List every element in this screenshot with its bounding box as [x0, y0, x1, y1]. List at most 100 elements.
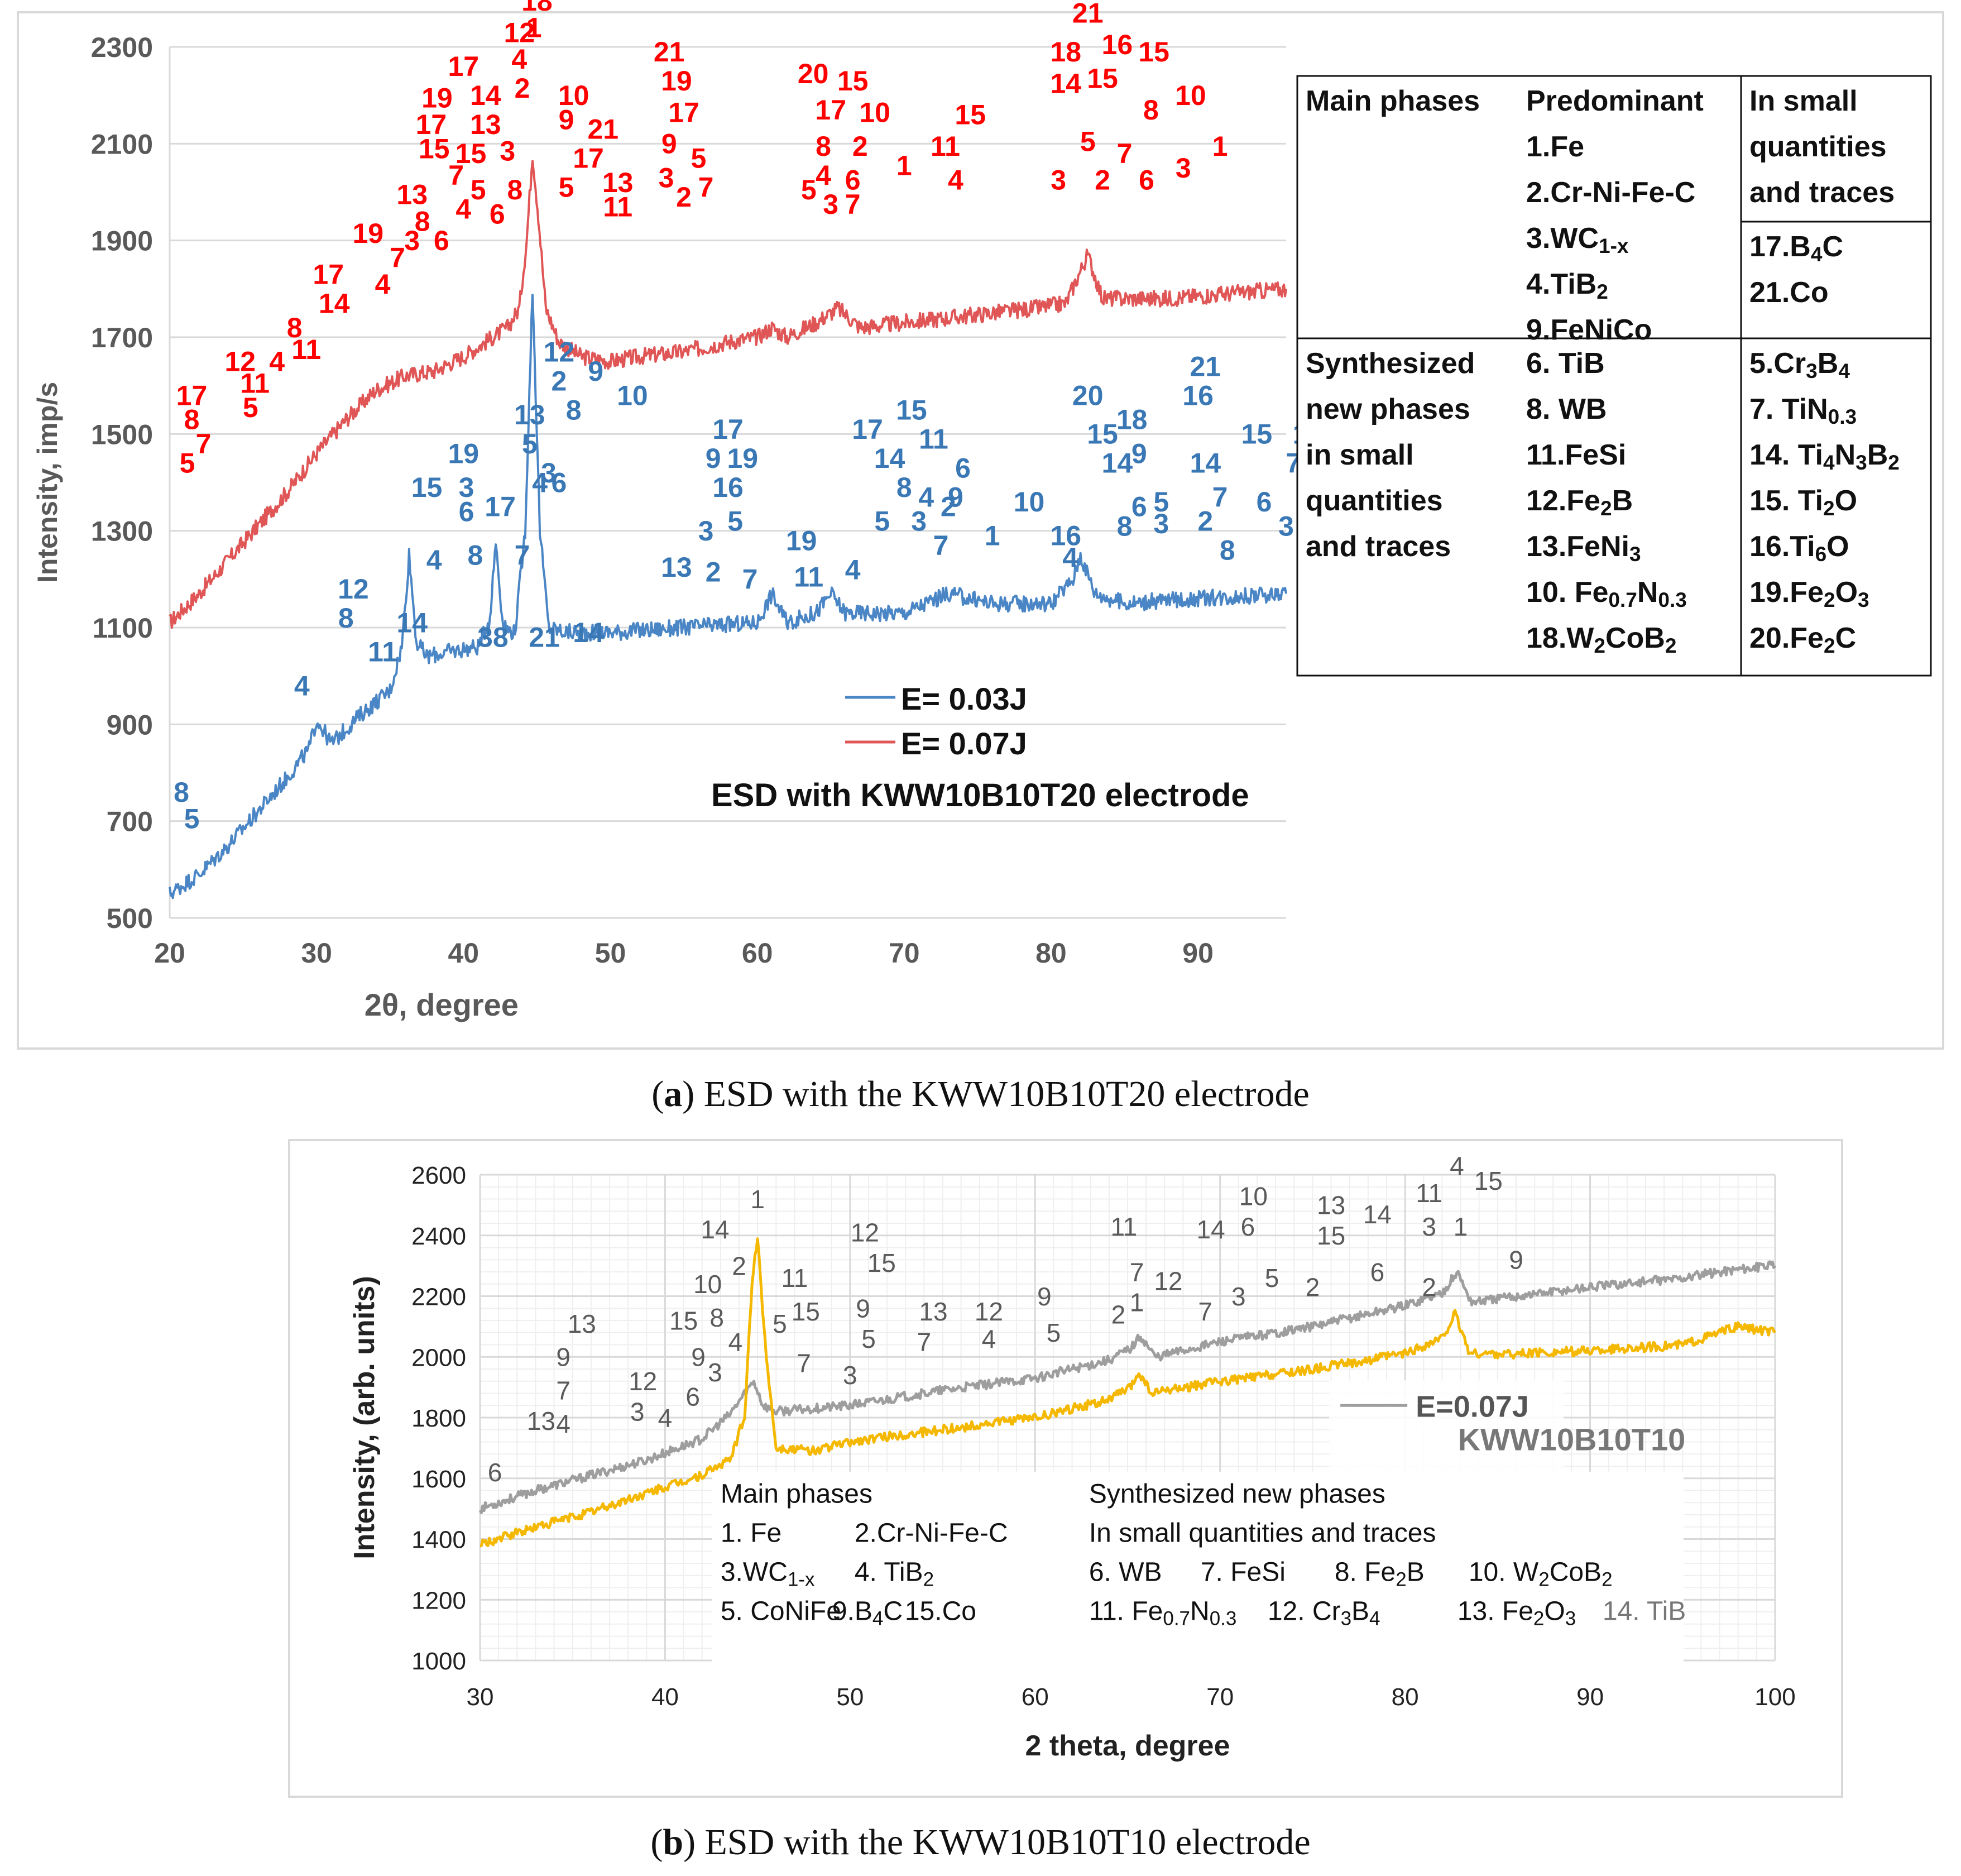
chart-a-peak-label: 5	[727, 506, 743, 537]
caption-a-text: ESD with the KWW10B10T20 electrode	[694, 1074, 1310, 1114]
chart-a-peak-label: 5	[801, 174, 817, 205]
chart-a-ytick-label: 1700	[91, 322, 153, 353]
chart-a-peak-label: 4	[816, 160, 831, 191]
phase-table-cell: 2.Cr-Ni-Fe-C	[1526, 176, 1695, 209]
chart-b-xtick-label: 90	[1576, 1683, 1604, 1711]
chart-b-peak-label: 7	[1130, 1257, 1144, 1286]
chart-a-xtick-label: 60	[742, 937, 773, 969]
chart-b-peak-label: 1	[750, 1185, 765, 1214]
chart-a-peak-label: 5	[691, 143, 706, 174]
chart-a-peak-label: 8	[1143, 94, 1159, 126]
chart-a-peak-label: 10	[859, 97, 890, 128]
chart-a-peak-label: 14	[319, 288, 350, 319]
chart-a-peak-label: 17	[448, 51, 480, 82]
chart-a-peak-label: 18	[521, 0, 553, 17]
chart-a-ytick-label: 700	[107, 806, 153, 838]
chart-b-peak-label: 15	[867, 1248, 896, 1277]
chart-a-peak-label: 7	[448, 160, 464, 191]
chart-b-main-phase-item: 5. CoNiFe	[721, 1596, 841, 1626]
chart-a-peak-label: 15	[456, 138, 487, 169]
chart-a-peak-label: 11	[931, 131, 960, 162]
chart-a-peak-label: 18	[1116, 404, 1148, 436]
chart-a-peak-label: 16	[712, 472, 744, 503]
panel-b-chart: 1000 1200 1400 1600 1800 2000 2200 2400 2600 30 40…	[288, 1139, 1843, 1798]
chart-a-peak-label: 7	[1212, 481, 1228, 513]
chart-a-peak-label: 7	[196, 428, 212, 460]
chart-a-peak-label: 4	[375, 269, 391, 300]
chart-a-peak-label: 20	[1072, 380, 1104, 411]
phase-table-header-small: quantities	[1749, 131, 1887, 163]
chart-a-peak-label: 9	[559, 104, 574, 135]
chart-a-peak-label: 8	[507, 174, 523, 205]
chart-a-ytick-label: 1100	[93, 612, 153, 644]
chart-a-peak-label: 20	[798, 58, 829, 89]
chart-a-peak-label: 11	[291, 334, 321, 365]
chart-b-ytick-label: 1800	[411, 1405, 466, 1432]
chart-b-peak-label: 7	[797, 1348, 811, 1377]
chart-a-peak-label: 3	[459, 472, 474, 503]
chart-a-peak-label: 4	[269, 346, 285, 377]
chart-a-peak-label: 14	[470, 80, 501, 111]
chart-a-peak-label: 5	[874, 506, 890, 537]
phase-table-cell: 3.WC1-x​	[1526, 222, 1629, 257]
chart-a-peak-label: 15	[896, 394, 927, 425]
chart-a-xtick-label: 50	[595, 937, 626, 969]
chart-b-peak-label: 1	[1454, 1212, 1468, 1241]
chart-a-peak-label: 14	[874, 443, 905, 474]
chart-a-peak-label: 5	[559, 172, 574, 203]
chart-a-ytick-label: 1300	[91, 516, 153, 547]
chart-b-peak-label: 9	[856, 1294, 870, 1323]
chart-b-ytick-label: 2000	[411, 1344, 466, 1371]
chart-a-peak-label: 8	[816, 131, 831, 162]
chart-a-peak-label: 4	[1062, 542, 1078, 573]
phase-table-cell: 18.W2​CoB2​	[1526, 622, 1676, 657]
chart-a-peak-label: 15	[1138, 36, 1169, 68]
chart-a-peak-label: 17	[573, 143, 604, 174]
chart-b-peak-label: 3	[630, 1397, 645, 1426]
chart-a-peak-label: 2	[852, 131, 868, 162]
chart-a-peak-label: 13	[602, 167, 634, 198]
chart-a-peak-label: 5	[1153, 486, 1169, 518]
chart-b-peak-label: 12	[975, 1297, 1003, 1326]
chart-b-peak-label: 7	[1198, 1297, 1212, 1326]
chart-a-peak-label: 15	[1087, 419, 1118, 450]
chart-a-peak-label: 7	[742, 564, 758, 595]
chart-a-peak-label: 15	[1241, 419, 1273, 450]
chart-b-ytick-label: 1000	[411, 1648, 466, 1675]
chart-b-peak-label: 14	[1363, 1200, 1392, 1229]
chart-a-peak-label: 21	[588, 114, 619, 145]
chart-b-peak-label: 1	[1130, 1288, 1144, 1317]
chart-a-peak-label: 12	[544, 336, 575, 367]
chart-b-xtick-label: 80	[1392, 1683, 1419, 1711]
chart-a-peak-label: 15	[1087, 63, 1118, 94]
chart-a-peak-label: 2	[1197, 506, 1213, 537]
chart-a-peak-label: 11	[919, 423, 948, 454]
chart-a-peak-label: 3	[1153, 508, 1169, 539]
chart-b-peak-label: 2	[1111, 1300, 1126, 1329]
chart-b-phase-legend-bg	[712, 1472, 1684, 1673]
chart-a-peak-label: 3	[404, 225, 420, 256]
chart-a-peak-label: 17	[668, 97, 699, 128]
phase-table-row-label: and traces	[1306, 530, 1451, 563]
chart-b-peak-label: 11	[1416, 1179, 1442, 1208]
chart-a-peak-label: 3	[1051, 165, 1066, 196]
chart-a-peak-label: 11	[368, 636, 397, 668]
chart-a-peak-label: 1	[985, 520, 1000, 552]
caption-b-text: ESD with the KWW10B10T10 electrode	[696, 1822, 1311, 1863]
chart-a-peak-label: 21	[654, 36, 685, 68]
chart-b-peak-label: 10	[693, 1270, 722, 1299]
chart-b-peak-label: 3	[1231, 1282, 1246, 1311]
phase-table-row-label: Synthesized	[1306, 347, 1475, 380]
caption-a: (a) ESD with the KWW10B10T20 electrode	[651, 1074, 1310, 1114]
phase-table-cell: 4.TiB2​	[1526, 268, 1608, 303]
phase-table-cell: 7. TiN0.3​	[1749, 393, 1857, 428]
chart-b-main-phase-item: 3.WC1-x​	[721, 1557, 815, 1590]
chart-a-peak-label: 11	[240, 368, 270, 399]
chart-a-peak-label: 14	[1190, 448, 1221, 479]
chart-a-peak-label: 4	[426, 544, 442, 576]
chart-b-peak-label: 3	[843, 1361, 857, 1390]
phase-table-cell: 15. Ti2​O	[1749, 485, 1857, 520]
chart-b-peak-label: 2	[1306, 1273, 1320, 1302]
chart-a-peak-label: 7	[1117, 138, 1133, 169]
chart-a-peak-label: 9	[948, 481, 963, 513]
